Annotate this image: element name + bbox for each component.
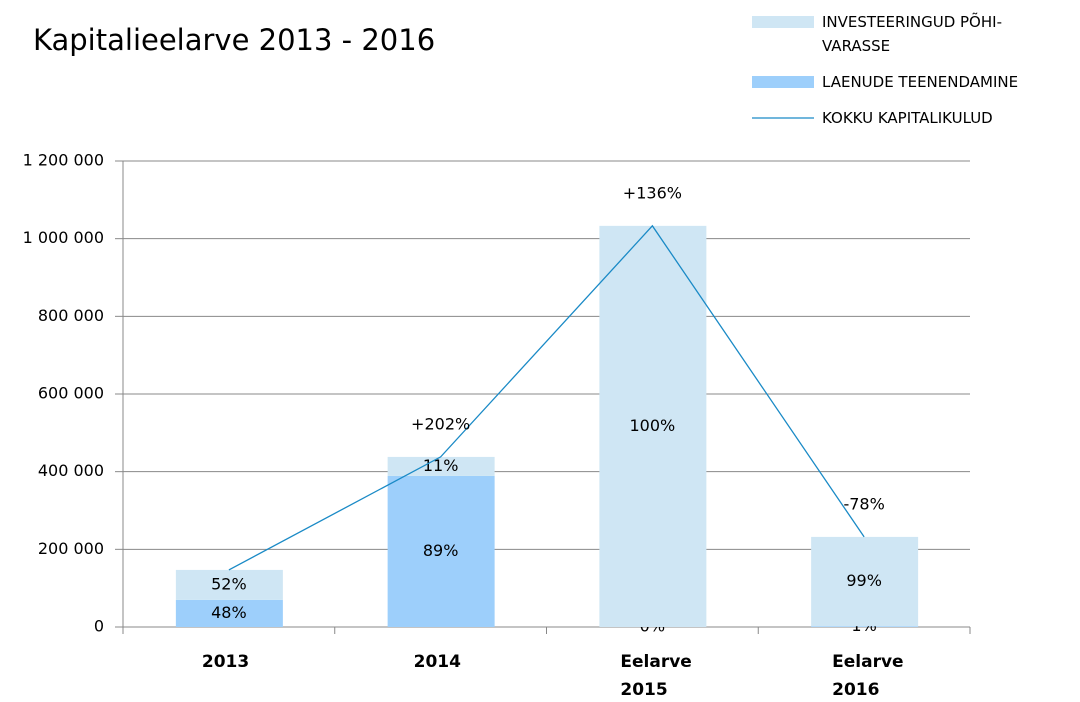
- x-tick-label: Eelarve 2016: [832, 652, 903, 700]
- bar-label: 100%: [630, 416, 676, 435]
- line-series: [228, 224, 865, 571]
- bar-label: 89%: [423, 541, 459, 560]
- bar-segment: [599, 225, 707, 627]
- legend-label: KOKKU KAPITALIKULUD: [822, 109, 993, 127]
- bar-label: 48%: [211, 603, 247, 622]
- change-label: +202%: [411, 414, 470, 433]
- change-label: -78%: [843, 494, 884, 513]
- chart-title: Kapitalieelarve 2013 - 2016: [33, 23, 435, 57]
- x-tick-label: 2014: [414, 652, 461, 672]
- x-tick-label: 2013: [202, 652, 249, 672]
- bar-segment: [175, 569, 283, 600]
- legend-swatch: [752, 16, 814, 28]
- y-tick-label: 1 000 000: [23, 228, 104, 247]
- y-tick-label: 400 000: [38, 461, 104, 480]
- bar-segment: [811, 626, 919, 627]
- bar-label: 11%: [423, 456, 459, 475]
- bar-label: 52%: [211, 574, 247, 593]
- y-tick-label: 200 000: [38, 539, 104, 558]
- bar-label: 99%: [846, 571, 882, 590]
- x-tick-label: Eelarve 2015: [620, 652, 691, 700]
- y-tick-label: 800 000: [38, 306, 104, 325]
- bar-segment: [175, 599, 283, 627]
- y-tick-label: 0: [94, 617, 104, 636]
- bar-segment: [387, 475, 495, 627]
- legend-swatch: [752, 76, 814, 88]
- change-label: +136%: [623, 183, 682, 202]
- legend-label: INVESTEERINGUD PÕHI-VARASSE: [822, 12, 1002, 55]
- y-tick-label: 600 000: [38, 384, 104, 403]
- bar-segment: [811, 536, 919, 627]
- y-tick-label: 1 200 000: [23, 151, 104, 170]
- legend-label: LAENUDE TEENENDAMINE: [822, 73, 1018, 91]
